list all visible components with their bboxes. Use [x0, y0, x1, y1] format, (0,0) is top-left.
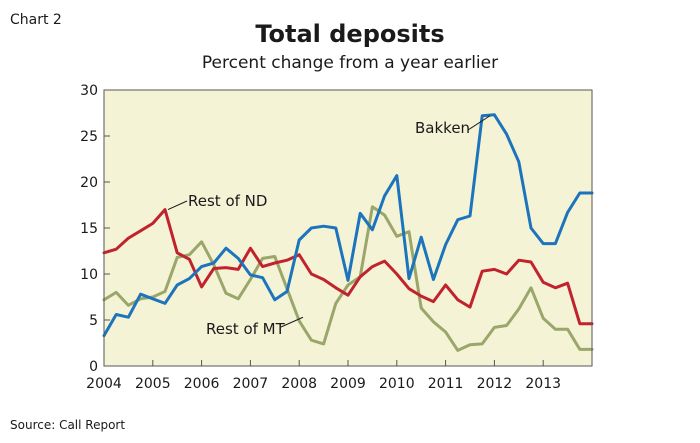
plot-frame	[103, 89, 593, 367]
x-tick-label: 2011	[428, 376, 464, 392]
annotation-leader	[467, 115, 491, 131]
x-tick-label: 2013	[525, 376, 561, 392]
annotation-leader	[167, 200, 188, 211]
y-tick-label: 15	[80, 221, 98, 237]
series-annotation-label: Bakken	[415, 119, 470, 137]
x-tick-label: 2012	[477, 376, 513, 392]
series-annotation-label: Rest of MT	[206, 320, 286, 338]
y-tick-label: 25	[80, 129, 98, 145]
x-tick-label: 2005	[135, 376, 171, 392]
series-line-bakken	[102, 113, 594, 338]
x-tick-label: 2007	[233, 376, 269, 392]
x-tick-label: 2004	[86, 376, 122, 392]
y-tick-label: 0	[89, 359, 98, 375]
x-tick-label: 2009	[330, 376, 366, 392]
source-note: Source: Call Report	[10, 418, 126, 432]
annotation-leader	[280, 316, 304, 328]
plot-area	[104, 90, 592, 366]
x-tick-label: 2006	[184, 376, 220, 392]
y-tick-label: 20	[80, 175, 98, 191]
annotations: Bakken Rest of ND Rest of MT	[167, 115, 491, 338]
y-tick-label: 5	[89, 313, 98, 329]
series-layer	[102, 113, 594, 352]
series-annotation-label: Rest of ND	[188, 192, 267, 210]
y-axis: 0 5 10 15 20 25 30	[80, 83, 110, 375]
x-tick-label: 2008	[281, 376, 317, 392]
chart-title: Total deposits	[255, 20, 445, 48]
chart-subtitle: Percent change from a year earlier	[201, 53, 499, 73]
series-line-rest-of-nd	[102, 208, 594, 326]
y-tick-label: 10	[80, 267, 98, 283]
y-tick-label: 30	[80, 83, 98, 99]
chart-number-label: Chart 2	[10, 12, 62, 28]
x-tick-label: 2010	[379, 376, 415, 392]
